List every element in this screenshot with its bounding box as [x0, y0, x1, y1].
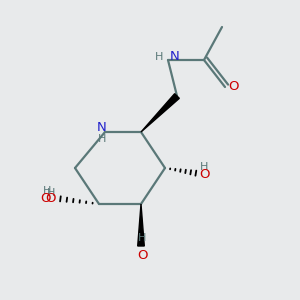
- Text: O: O: [228, 80, 238, 94]
- Text: N: N: [97, 121, 107, 134]
- Text: O: O: [45, 191, 56, 205]
- Text: N: N: [169, 50, 179, 64]
- Text: O: O: [200, 167, 210, 181]
- Text: H: H: [43, 185, 51, 196]
- Text: H: H: [155, 52, 164, 62]
- Text: O: O: [137, 249, 148, 262]
- Text: H: H: [47, 188, 56, 199]
- Polygon shape: [141, 94, 179, 132]
- Polygon shape: [138, 204, 144, 246]
- Text: H: H: [138, 233, 147, 243]
- Text: H: H: [200, 161, 208, 172]
- Text: H: H: [98, 134, 106, 144]
- Text: O: O: [40, 191, 51, 205]
